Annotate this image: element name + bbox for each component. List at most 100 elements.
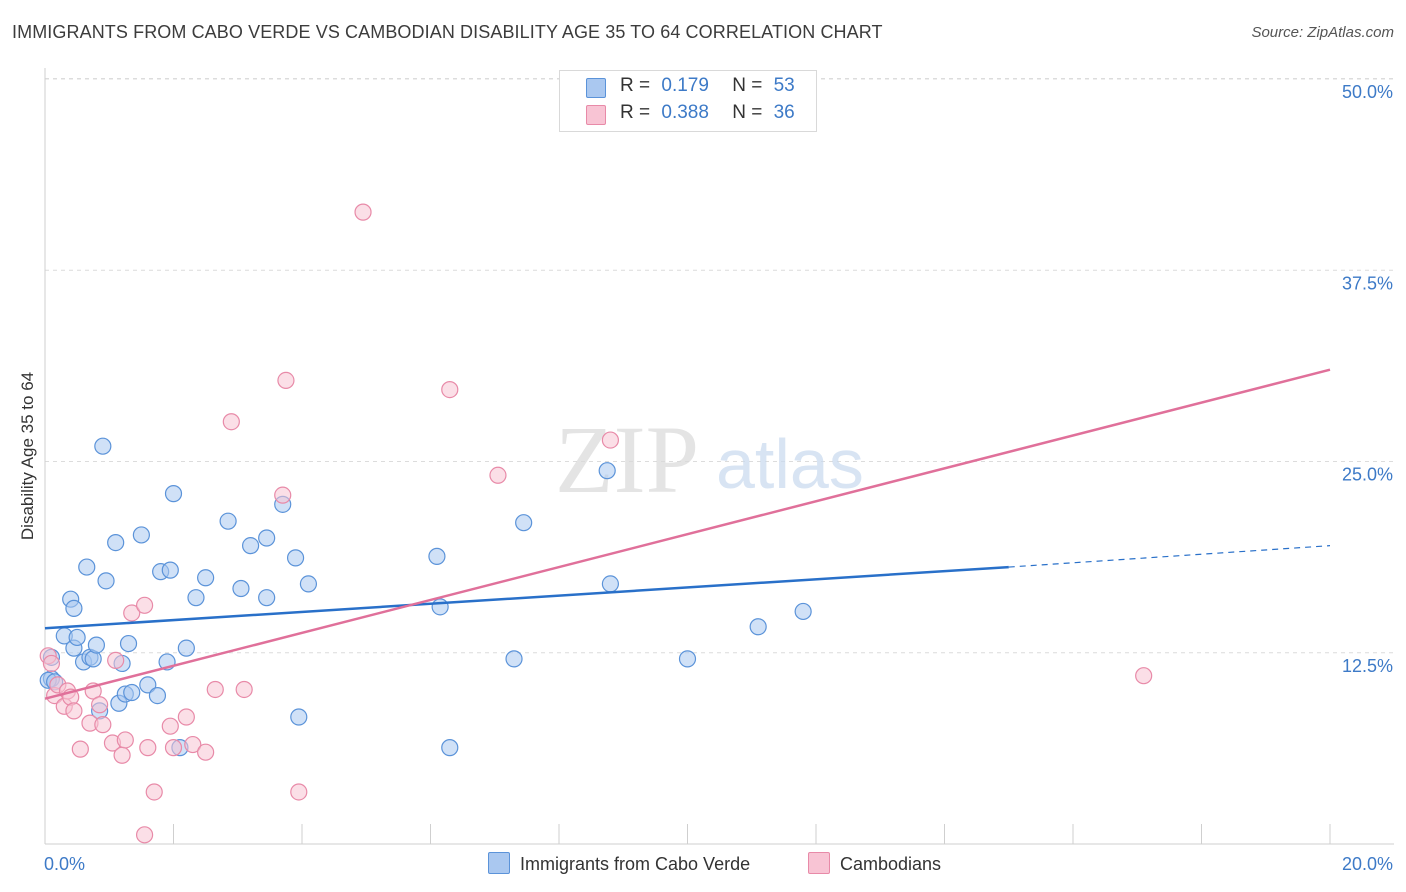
- point-cambodians: [354, 203, 372, 221]
- gridlines: [45, 78, 1394, 654]
- point-cambodians: [123, 604, 141, 622]
- point-cabo-verde: [601, 575, 620, 593]
- trend-lines: [44, 368, 1331, 700]
- watermark: ZIP atlas: [555, 406, 864, 513]
- point-cabo-verde: [232, 579, 250, 598]
- point-cabo-verde: [68, 628, 86, 647]
- point-cambodians: [164, 739, 183, 757]
- legend: R = 0.179 N = 53 R = 0.388 N = 36: [559, 70, 817, 132]
- point-cambodians: [113, 746, 131, 764]
- legend-swatch-cambodians: [586, 105, 606, 125]
- watermark-atlas: atlas: [716, 425, 864, 503]
- point-cabo-verde: [441, 739, 459, 757]
- point-cambodians: [145, 783, 163, 801]
- point-cabo-verde: [139, 676, 157, 694]
- x-tick-label-min: 0.0%: [44, 854, 85, 874]
- bottom-legend-label-cambodians: Cambodians: [840, 854, 942, 874]
- axes: [44, 68, 1394, 845]
- legend-r-value-cambodians: 0.388: [661, 102, 709, 123]
- chart-title: IMMIGRANTS FROM CABO VERDE VS CAMBODIAN …: [12, 22, 883, 42]
- point-cambodians: [107, 651, 125, 670]
- point-cabo-verde: [132, 526, 150, 544]
- point-cambodians: [71, 740, 89, 758]
- legend-n-value-cabo-verde: 53: [773, 75, 795, 96]
- point-cabo-verde: [97, 572, 115, 590]
- point-cambodians: [222, 413, 240, 431]
- point-cambodians: [65, 702, 83, 720]
- legend-r-value-cabo-verde: 0.179: [661, 75, 709, 96]
- legend-r-label: R =: [620, 102, 651, 123]
- bottom-legend-cambodians: Cambodians: [808, 852, 941, 875]
- tick-labels: 12.5% 25.0% 37.5% 50.0% 0.0% 20.0%: [44, 82, 1393, 874]
- trend-line-cabo-verde-extension: [1008, 545, 1331, 568]
- point-cabo-verde: [678, 650, 697, 668]
- point-cabo-verde: [505, 650, 523, 668]
- point-cabo-verde: [87, 636, 106, 654]
- y-tick-label: 25.0%: [1342, 465, 1393, 485]
- point-cambodians: [135, 596, 154, 614]
- point-cabo-verde: [161, 561, 179, 579]
- point-cambodians: [1135, 667, 1153, 685]
- watermark-zip: ZIP: [555, 406, 699, 513]
- point-cabo-verde: [258, 589, 276, 607]
- point-cabo-verde: [123, 683, 141, 702]
- point-cabo-verde: [794, 602, 812, 621]
- bottom-legend-cabo-verde: Immigrants from Cabo Verde: [488, 852, 750, 875]
- chart-source: Source: ZipAtlas.com: [1251, 24, 1394, 41]
- point-cambodians: [42, 654, 61, 673]
- bottom-legend-swatch-cambodians: [808, 852, 830, 874]
- point-cabo-verde: [107, 533, 125, 552]
- point-cabo-verde: [299, 575, 318, 593]
- point-cabo-verde: [242, 537, 260, 555]
- series-cambodians-points: [39, 203, 1153, 844]
- point-cambodians: [441, 380, 459, 399]
- point-cambodians: [489, 466, 507, 484]
- point-cabo-verde: [187, 589, 205, 607]
- y-tick-label: 37.5%: [1342, 273, 1393, 293]
- trend-line-cabo-verde: [44, 565, 1009, 630]
- point-cambodians: [601, 431, 620, 449]
- point-cambodians: [94, 716, 112, 734]
- point-cabo-verde: [286, 549, 305, 567]
- legend-n-label: N =: [732, 75, 763, 96]
- y-tick-label: 12.5%: [1342, 656, 1393, 676]
- point-cabo-verde: [749, 618, 767, 636]
- point-cabo-verde: [78, 558, 96, 576]
- point-cambodians: [116, 731, 134, 749]
- point-cabo-verde: [119, 634, 138, 653]
- legend-r-label: R =: [620, 75, 651, 96]
- point-cabo-verde: [431, 598, 449, 616]
- x-tick-label-max: 20.0%: [1342, 854, 1393, 874]
- point-cabo-verde: [515, 514, 533, 532]
- point-cabo-verde: [177, 639, 195, 657]
- legend-swatch-cabo-verde: [586, 78, 606, 98]
- point-cambodians: [277, 371, 295, 390]
- y-tick-label: 50.0%: [1342, 82, 1393, 102]
- bottom-legend-label-cabo-verde: Immigrants from Cabo Verde: [520, 854, 751, 874]
- point-cabo-verde: [258, 529, 276, 547]
- y-axis-title: Disability Age 35 to 64: [18, 371, 37, 541]
- point-cambodians: [184, 735, 202, 754]
- legend-n-value-cambodians: 36: [773, 102, 795, 123]
- point-cambodians: [161, 717, 179, 735]
- point-cambodians: [135, 826, 154, 844]
- bottom-legend-swatch-cabo-verde: [488, 852, 510, 874]
- point-cambodians: [177, 708, 195, 726]
- point-cabo-verde: [164, 485, 183, 503]
- point-cabo-verde: [65, 599, 83, 617]
- point-cabo-verde: [290, 708, 308, 726]
- point-cabo-verde: [598, 462, 616, 480]
- point-cambodians: [235, 680, 253, 699]
- point-cambodians: [206, 680, 224, 699]
- point-cabo-verde: [197, 569, 215, 587]
- legend-n-label: N =: [732, 102, 763, 123]
- trend-line-cambodians: [44, 368, 1331, 700]
- point-cambodians: [91, 696, 109, 714]
- point-cabo-verde: [94, 437, 112, 455]
- point-cambodians: [139, 739, 157, 757]
- point-cabo-verde: [148, 686, 167, 705]
- point-cambodians: [274, 486, 292, 504]
- point-cambodians: [290, 783, 308, 801]
- point-cabo-verde: [428, 547, 446, 565]
